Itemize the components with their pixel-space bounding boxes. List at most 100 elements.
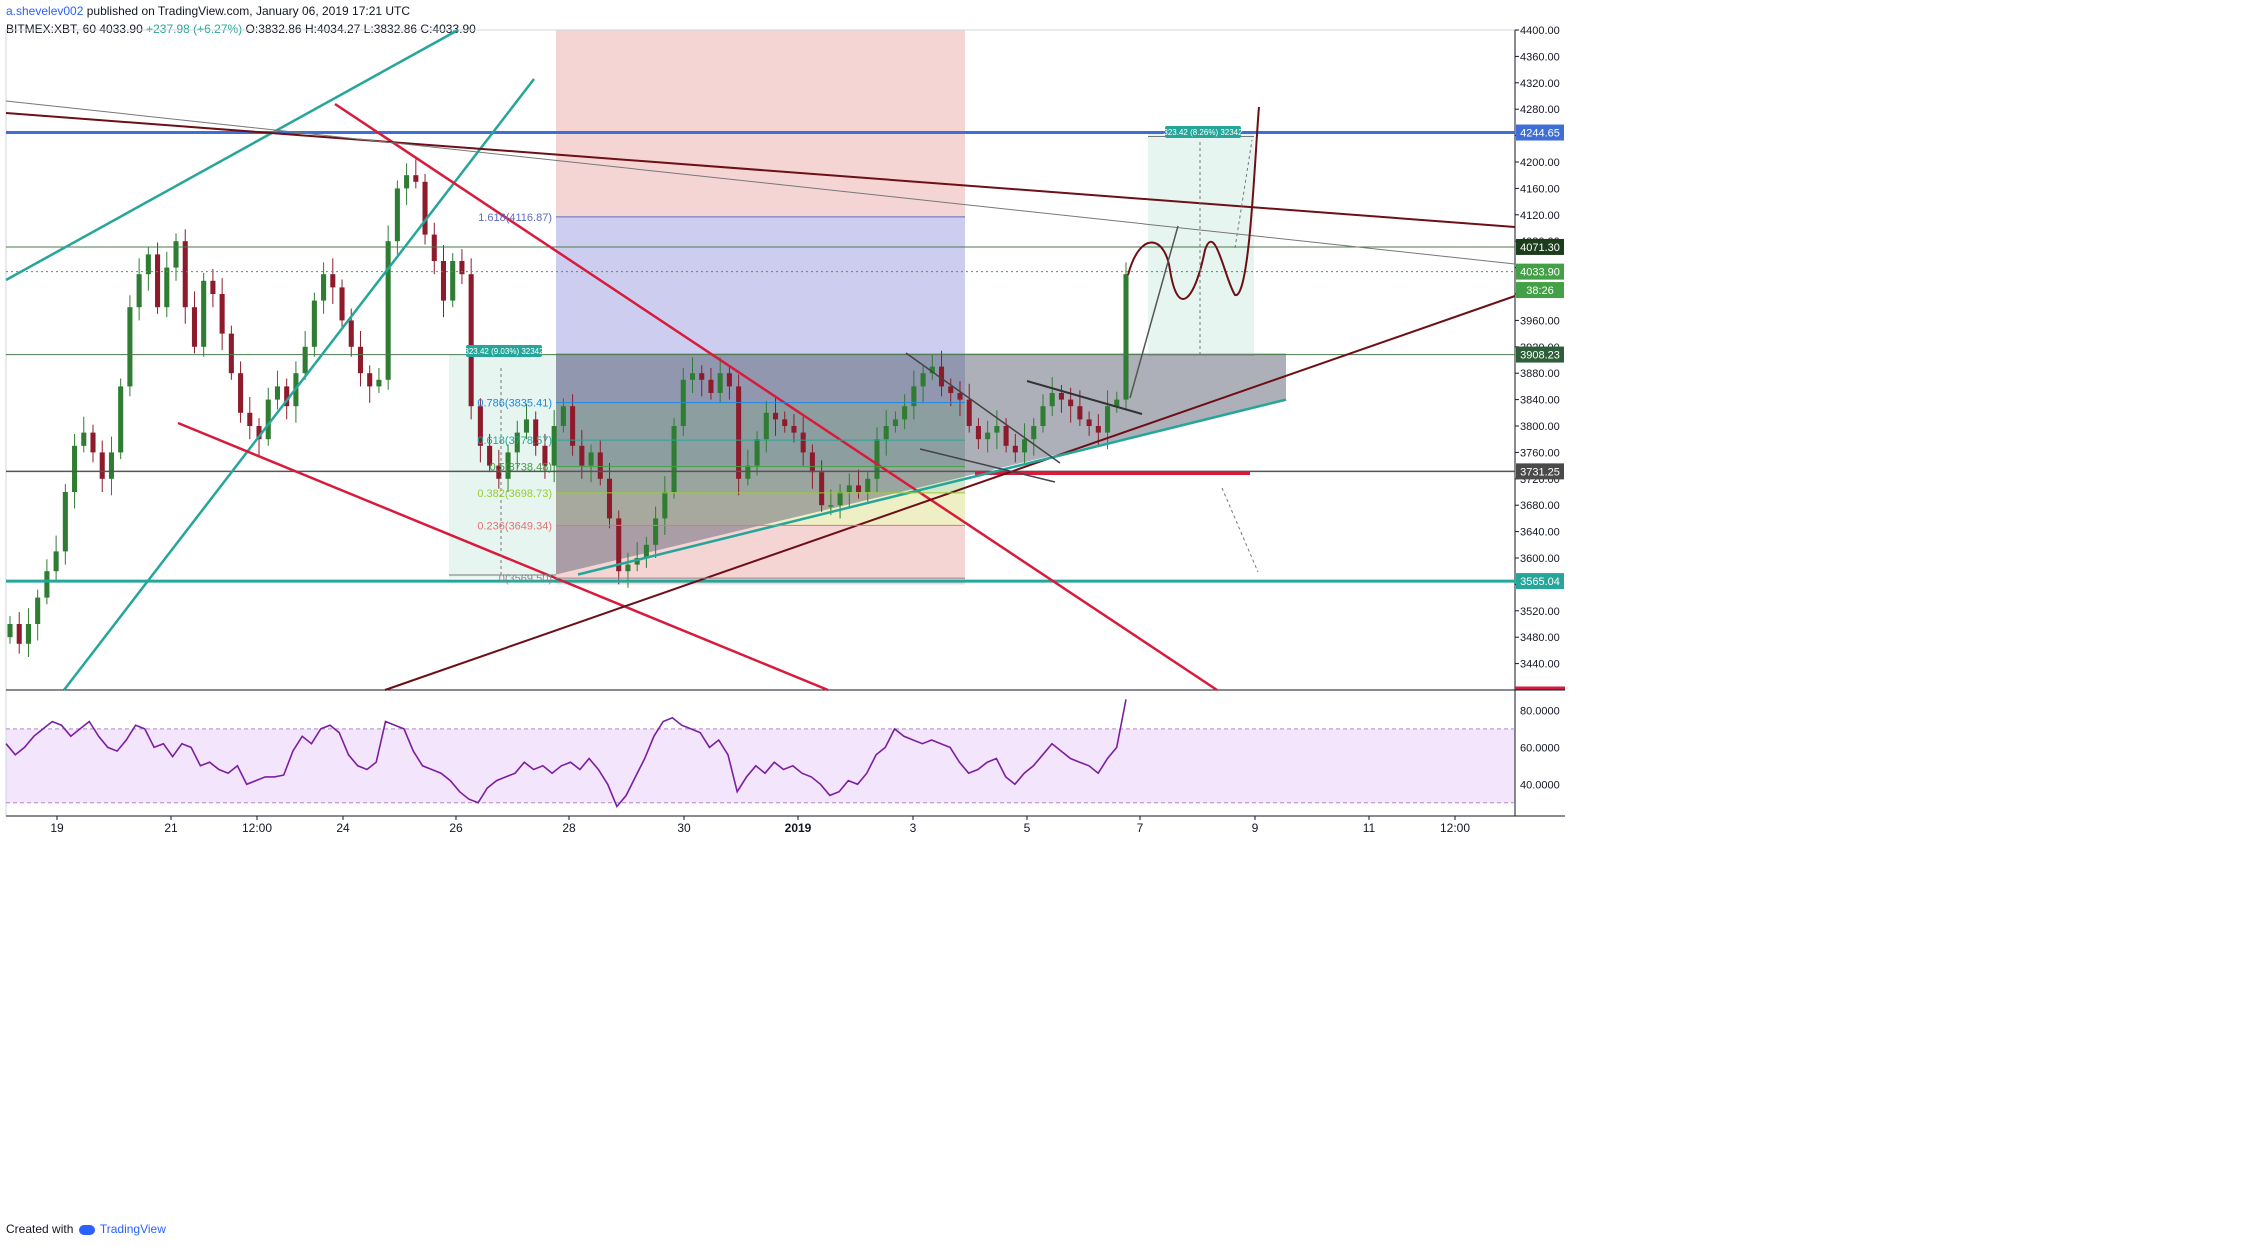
price-tick-label: 3880.00	[1520, 368, 1560, 380]
price-tick-label: 3680.00	[1520, 500, 1560, 512]
candle-body	[1058, 393, 1064, 400]
candle-body	[1031, 426, 1037, 440]
time-tick-label: 28	[562, 821, 576, 835]
fib-level-label: 0.5(3738.48)	[490, 462, 552, 474]
price-tick-label: 3760.00	[1520, 447, 1560, 459]
candle-body	[837, 492, 843, 506]
candle-body	[514, 432, 520, 453]
fib-level-label: 0.618(3778.57)	[477, 435, 552, 447]
descending-line-upper	[334, 102, 1218, 692]
dashed-arrow-down	[1221, 487, 1259, 573]
drawing-backgrounds	[6, 30, 1515, 803]
fib-level-label: 0.382(3698.73)	[477, 488, 552, 500]
candle-body	[1123, 274, 1129, 400]
candle-body	[846, 485, 852, 492]
candle-body	[902, 406, 908, 420]
candle-body	[90, 432, 96, 453]
candle-body	[966, 399, 972, 426]
candle-body	[883, 426, 889, 440]
candle-body	[330, 274, 336, 288]
price-tick-label: 4160.00	[1520, 183, 1560, 195]
candle-body	[597, 452, 603, 479]
candle-body	[1105, 406, 1111, 433]
rsi-line	[5, 699, 1127, 809]
candle-body	[957, 393, 963, 400]
candle-body	[579, 445, 585, 466]
candle-body	[145, 254, 151, 275]
published-text: published on TradingView.com, January 06…	[86, 4, 411, 18]
time-tick-label: 19	[50, 821, 64, 835]
tradingview-link[interactable]: TradingView	[99, 1222, 166, 1236]
candle-body	[404, 175, 410, 189]
price-label-box	[1516, 346, 1564, 363]
price-label: 4244.65	[1520, 128, 1560, 140]
time-tick-label: 9	[1252, 821, 1259, 835]
candle-body	[302, 346, 308, 374]
candle-body	[256, 426, 262, 440]
drawings[interactable]: 1.618(4116.87) 0.786(3835.41) 0.618(3778.5…	[5, 28, 1565, 692]
publish-info: a.shevelev002 published on TradingView.c…	[6, 4, 410, 18]
candle-body	[127, 307, 133, 387]
candle-body	[477, 406, 483, 446]
ohlc-c-value: 4033.90	[432, 22, 476, 36]
symbol-label[interactable]: BITMEX:XBT, 60	[6, 22, 97, 36]
candle-body	[800, 432, 806, 453]
candle-body	[754, 439, 760, 466]
candle-body	[1077, 406, 1083, 420]
candle-body	[570, 406, 576, 446]
projection-arrow-up	[1129, 225, 1179, 399]
candle-body	[791, 426, 797, 433]
candle-body	[689, 373, 696, 380]
symbol-info: BITMEX:XBT, 60 4033.90 +237.98 (+6.27%) …	[6, 22, 476, 36]
measure-box-right	[1148, 132, 1254, 354]
candle-body	[1114, 399, 1120, 407]
candle-body	[339, 287, 345, 321]
candle-body	[459, 261, 465, 275]
tradingview-logo-icon	[78, 1224, 95, 1235]
candle-body	[468, 274, 474, 407]
candle-body	[7, 624, 13, 638]
last-price: 4033.90	[99, 22, 143, 36]
candle-body	[311, 300, 317, 347]
candle-body	[394, 188, 400, 242]
price-tick-label: 3640.00	[1520, 527, 1560, 539]
author-link[interactable]: a.shevelev002	[6, 4, 84, 18]
candle-body	[348, 320, 354, 347]
candlestick-series	[7, 159, 1129, 657]
candle-body	[1095, 426, 1101, 433]
candle-body	[1086, 419, 1092, 426]
candle-body	[228, 333, 234, 374]
price-label: 3731.25	[1520, 466, 1560, 478]
candle-body	[551, 426, 557, 466]
candle-body	[422, 181, 428, 235]
candle-body	[1003, 426, 1009, 446]
candle-body	[865, 478, 871, 492]
price-tick-label: 3960.00	[1520, 315, 1560, 327]
time-axis: 19 21 12:00 24 26 28 30 2019 3 5 7 9 11 12:00	[50, 816, 1470, 835]
candle-body	[588, 452, 594, 466]
candle-body	[496, 465, 502, 479]
candle-body	[487, 445, 493, 466]
dashed-arrow-up	[1234, 139, 1253, 249]
candle-body	[616, 518, 622, 572]
price-tick-label: 3520.00	[1520, 606, 1560, 618]
ohlc-l-label: L:	[363, 22, 374, 36]
triangle-base-line	[577, 398, 1287, 576]
candle-body	[1022, 439, 1028, 453]
candle-body	[828, 505, 834, 507]
candle-body	[321, 274, 327, 301]
candle-body	[717, 373, 723, 393]
rsi-pane: 80.0000 60.0000 40.0000	[5, 699, 1560, 809]
channel-lower-line	[63, 78, 535, 691]
price-tick-label: 4320.00	[1520, 78, 1560, 90]
price-label: 3565.04	[1520, 576, 1560, 588]
candle-body	[35, 597, 41, 624]
candle-body	[736, 386, 742, 479]
ohlc-o-value: 3832.86	[258, 22, 302, 36]
candle-body	[523, 419, 530, 433]
price-tick-label: 4120.00	[1520, 210, 1560, 222]
candle-body	[155, 254, 161, 308]
chart-header: a.shevelev002 published on TradingView.c…	[4, 2, 1204, 40]
measure-label: 323.42 (9.03%) 32342	[464, 347, 544, 356]
